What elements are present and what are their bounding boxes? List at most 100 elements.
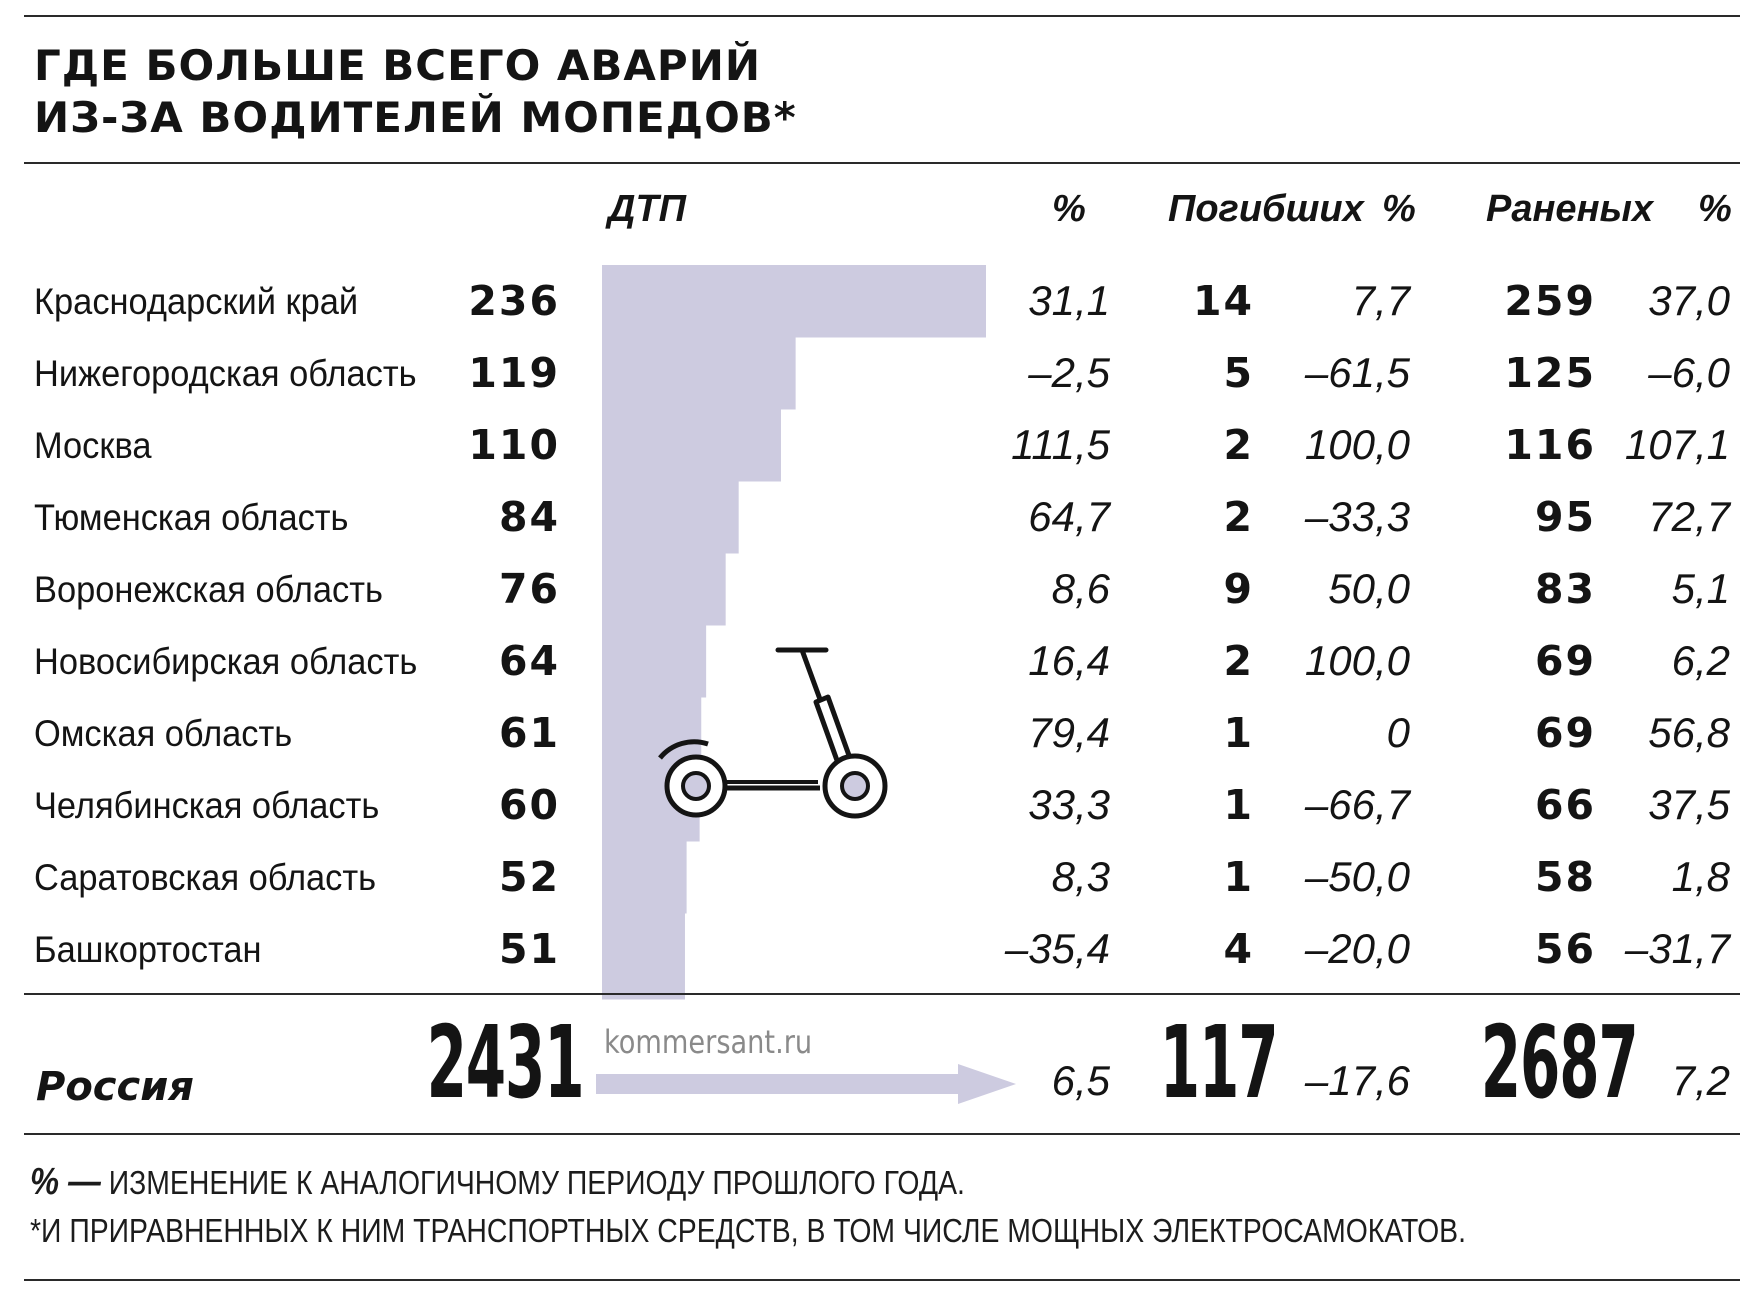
note-pct-text: ИЗМЕНЕНИЕ К АНАЛОГИЧНОМУ ПЕРИОДУ ПРОШЛОГ… bbox=[100, 1164, 965, 1201]
row-dtp: 52 bbox=[498, 853, 560, 901]
table-row: Саратовская область 52 8,3 1 –50,0 58 1,8 bbox=[0, 838, 1764, 910]
row-injured-pct: 1,8 bbox=[1671, 853, 1730, 900]
source-label: kommersant.ru bbox=[604, 1023, 813, 1061]
table-row: Тюменская область 84 64,7 2 –33,3 95 72,7 bbox=[0, 478, 1764, 550]
row-dead: 2 bbox=[1223, 421, 1254, 469]
row-dead: 14 bbox=[1192, 277, 1254, 325]
bottom-rule bbox=[24, 1279, 1740, 1281]
row-dtp-pct: 16,4 bbox=[1028, 637, 1110, 684]
row-dead-pct: 0 bbox=[1386, 709, 1410, 756]
row-dead: 5 bbox=[1223, 349, 1254, 397]
row-injured-pct: 5,1 bbox=[1671, 565, 1730, 612]
row-region: Тюменская область bbox=[34, 497, 349, 538]
total-dead: 117 bbox=[1159, 1004, 1279, 1121]
row-region: Башкортостан bbox=[34, 929, 262, 970]
row-dtp: 51 bbox=[498, 925, 560, 973]
row-injured: 66 bbox=[1534, 781, 1596, 829]
bar-4 bbox=[602, 481, 739, 554]
row-dead: 9 bbox=[1223, 565, 1254, 613]
row-dtp: 64 bbox=[498, 637, 560, 685]
note-pct: % — ИЗМЕНЕНИЕ К АНАЛОГИЧНОМУ ПЕРИОДУ ПРО… bbox=[30, 1158, 1466, 1207]
row-dtp: 119 bbox=[468, 349, 560, 397]
bar-5 bbox=[602, 553, 726, 626]
chart-title: ГДЕ БОЛЬШЕ ВСЕГО АВАРИЙ ИЗ-ЗА ВОДИТЕЛЕЙ … bbox=[34, 40, 797, 144]
header-dead-pct: % bbox=[1382, 188, 1416, 230]
row-dtp: 236 bbox=[468, 277, 560, 325]
row-dtp-pct: –35,4 bbox=[1004, 925, 1110, 972]
row-injured: 56 bbox=[1534, 925, 1596, 973]
row-dead-pct: 100,0 bbox=[1304, 421, 1410, 468]
row-injured-pct: 72,7 bbox=[1648, 493, 1730, 540]
top-rule bbox=[24, 15, 1740, 17]
row-injured: 125 bbox=[1504, 349, 1596, 397]
row-region: Саратовская область bbox=[34, 857, 377, 898]
bar-6 bbox=[602, 625, 707, 698]
bar-10 bbox=[602, 913, 685, 1000]
row-dead: 1 bbox=[1223, 781, 1254, 829]
table-row: Челябинская область 60 33,3 1 –66,7 66 37,5 bbox=[0, 766, 1764, 838]
total-injured: 2687 bbox=[1480, 1004, 1639, 1121]
row-dtp-pct: 33,3 bbox=[1028, 781, 1110, 828]
row-dtp: 60 bbox=[498, 781, 560, 829]
total-region: Россия bbox=[36, 1064, 194, 1110]
note-pct-symbol: % — bbox=[30, 1161, 101, 1203]
bar-2 bbox=[602, 337, 796, 410]
table-row: Новосибирская область 64 16,4 2 100,0 69 6,2 bbox=[0, 622, 1764, 694]
row-injured-pct: 6,2 bbox=[1671, 637, 1730, 684]
row-dead: 4 bbox=[1223, 925, 1254, 973]
row-dtp: 61 bbox=[498, 709, 560, 757]
row-region: Нижегородская область bbox=[34, 353, 417, 394]
footer-rule bbox=[24, 1133, 1740, 1135]
row-dead-pct: 7,7 bbox=[1351, 277, 1410, 324]
note-footnote: *И ПРИРАВНЕННЫХ К НИМ ТРАНСПОРТНЫХ СРЕДС… bbox=[30, 1212, 1466, 1249]
title-line-2: ИЗ-ЗА ВОДИТЕЛЕЙ МОПЕДОВ* bbox=[34, 93, 797, 142]
total-injured-pct: 7,2 bbox=[1671, 1057, 1730, 1104]
table-row: Воронежская область 76 8,6 9 50,0 83 5,1 bbox=[0, 550, 1764, 622]
row-injured: 95 bbox=[1534, 493, 1596, 541]
total-dtp-pct: 6,5 bbox=[1051, 1057, 1110, 1104]
table-row: Москва 110 111,5 2 100,0 116 107,1 bbox=[0, 406, 1764, 478]
row-dtp-pct: 31,1 bbox=[1028, 277, 1110, 324]
header-rule bbox=[24, 162, 1740, 164]
row-dead-pct: –66,7 bbox=[1304, 781, 1410, 828]
row-dtp-pct: 111,5 bbox=[1011, 421, 1110, 468]
bar-1 bbox=[602, 265, 986, 338]
row-dead-pct: –50,0 bbox=[1304, 853, 1410, 900]
row-injured: 69 bbox=[1534, 637, 1596, 685]
title-line-1: ГДЕ БОЛЬШЕ ВСЕГО АВАРИЙ bbox=[34, 41, 762, 90]
row-dead-pct: 50,0 bbox=[1328, 565, 1410, 612]
header-dtp: ДТП bbox=[608, 188, 686, 230]
row-injured: 83 bbox=[1534, 565, 1596, 613]
row-dtp-pct: 8,6 bbox=[1051, 565, 1110, 612]
row-dead-pct: –33,3 bbox=[1304, 493, 1410, 540]
scooter-icon bbox=[658, 647, 888, 819]
table-row: Омская область 61 79,4 1 0 69 56,8 bbox=[0, 694, 1764, 766]
row-dtp-pct: 79,4 bbox=[1028, 709, 1110, 756]
row-dtp: 84 bbox=[498, 493, 560, 541]
row-dead-pct: –61,5 bbox=[1304, 349, 1410, 396]
row-region: Воронежская область bbox=[34, 569, 383, 610]
row-injured-pct: 56,8 bbox=[1648, 709, 1730, 756]
row-dead-pct: –20,0 bbox=[1304, 925, 1410, 972]
row-dead: 2 bbox=[1223, 493, 1254, 541]
row-region: Москва bbox=[34, 425, 152, 466]
row-region: Новосибирская область bbox=[34, 641, 418, 682]
row-injured: 259 bbox=[1504, 277, 1596, 325]
row-dead: 2 bbox=[1223, 637, 1254, 685]
table-row: Нижегородская область 119 –2,5 5 –61,5 125 –6,… bbox=[0, 334, 1764, 406]
header-dtp-pct: % bbox=[1052, 188, 1086, 230]
row-injured-pct: 37,0 bbox=[1648, 277, 1730, 324]
row-dtp-pct: 8,3 bbox=[1051, 853, 1110, 900]
bar-9 bbox=[602, 841, 687, 914]
row-injured: 69 bbox=[1534, 709, 1596, 757]
row-dtp: 76 bbox=[498, 565, 560, 613]
total-dtp: 2431 bbox=[426, 1004, 585, 1121]
total-dead-pct: –17,6 bbox=[1304, 1057, 1410, 1104]
row-injured: 58 bbox=[1534, 853, 1596, 901]
row-dead-pct: 100,0 bbox=[1304, 637, 1410, 684]
row-dead: 1 bbox=[1223, 853, 1254, 901]
row-injured: 116 bbox=[1504, 421, 1596, 469]
row-injured-pct: 107,1 bbox=[1624, 421, 1730, 468]
row-region: Челябинская область bbox=[34, 785, 380, 826]
